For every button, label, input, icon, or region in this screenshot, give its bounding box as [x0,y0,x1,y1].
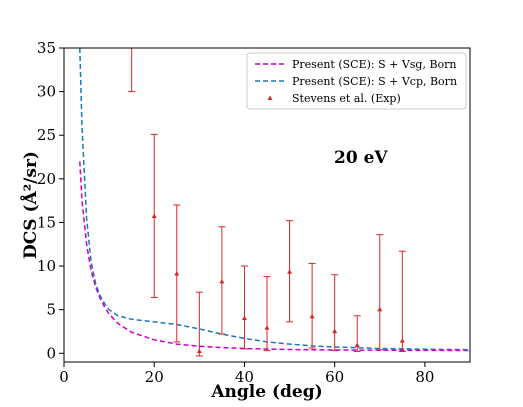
x-tick-label: 0 [59,368,69,386]
data-point [129,28,134,32]
series-line-1 [79,48,470,351]
legend: Present (SCE): S + Vsg, Born Present (SC… [246,52,467,110]
data-point [309,313,315,319]
y-tick-label: 0 [46,344,56,362]
x-tick-label: 80 [415,368,434,386]
data-point [174,271,180,276]
legend-label-vsg: Present (SCE): S + Vsg, Born [292,58,457,71]
y-tick-label: 25 [37,126,56,144]
legend-label-vcp: Present (SCE): S + Vcp, Born [292,75,457,88]
y-axis-label: DCS (Å²/sr) [19,151,41,259]
x-axis-label: Angle (deg) [210,382,322,402]
y-tick-label: 35 [37,39,56,57]
x-tick-label: 60 [325,368,344,386]
y-tick-label: 5 [46,301,56,319]
energy-annotation: 20 eV [334,148,388,168]
y-tick-label: 10 [37,257,56,275]
y-tick-label: 30 [37,83,56,101]
plot-frame [63,47,471,363]
data-point [196,348,202,354]
legend-marker-exp [267,95,273,100]
data-point [219,278,225,284]
y-tick-label: 20 [37,170,56,188]
data-point [241,315,247,320]
series-line-0 [79,161,470,352]
data-point [287,269,293,274]
y-tick-label: 15 [37,213,56,231]
legend-box [246,52,467,110]
data-point [399,338,405,343]
x-axis: 0 20 40 60 80 [59,362,434,386]
data-point [151,213,157,218]
data-point [264,325,270,330]
plot-content [79,28,470,357]
x-tick-label: 20 [145,368,164,386]
x-tick-label: 40 [235,368,254,386]
y-axis: 0 5 10 15 20 25 30 35 [37,39,64,362]
data-point [332,328,338,334]
data-point [377,306,383,312]
legend-label-exp: Stevens et al. (Exp) [292,92,401,105]
data-point [354,342,360,348]
